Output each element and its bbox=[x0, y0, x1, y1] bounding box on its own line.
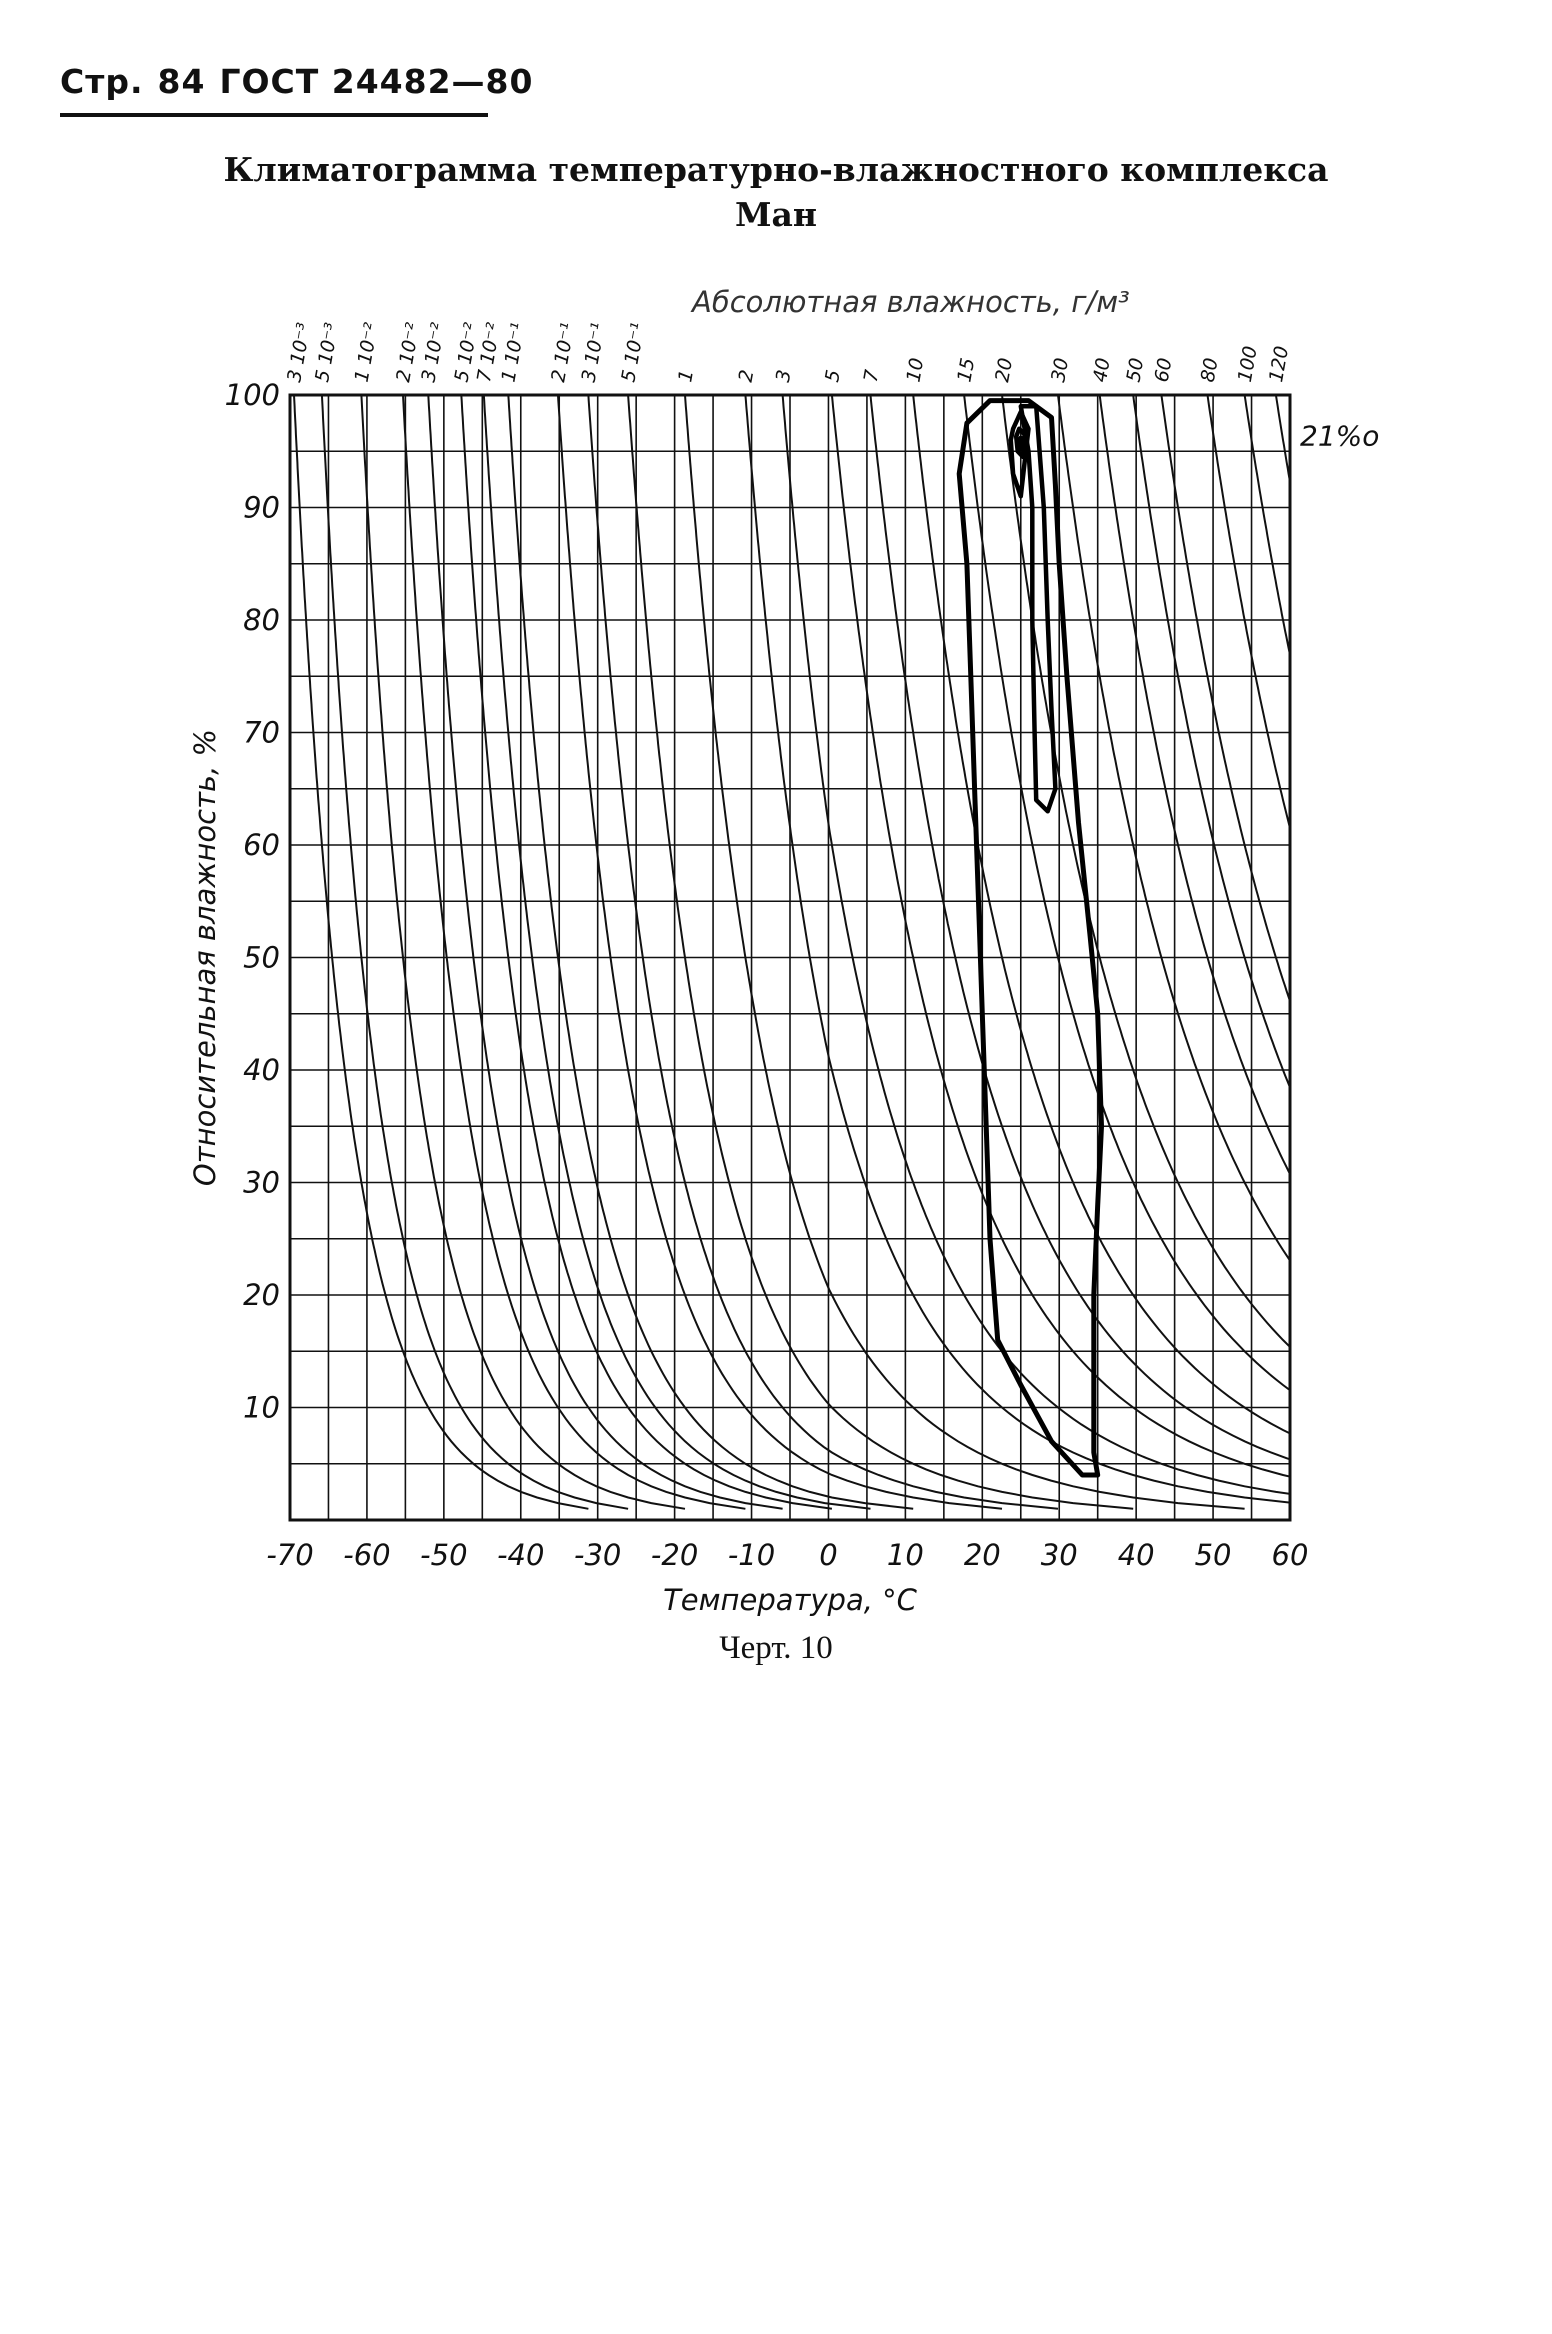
abs-humidity-label: 1 bbox=[674, 368, 698, 384]
abs-humidity-label: 2 10⁻¹ bbox=[547, 321, 579, 384]
x-tick-label: 0 bbox=[819, 1538, 837, 1572]
abs-humidity-curve bbox=[963, 395, 1290, 1392]
abs-humidity-labels: 3 10⁻³5 10⁻³ 1 10⁻² 2 10⁻²3 10⁻² 5 10⁻²7 10… bbox=[283, 321, 1293, 384]
abs-humidity-curve bbox=[360, 395, 686, 1510]
x-tick-label: -70 bbox=[266, 1538, 313, 1572]
abs-humidity-label: 3 10⁻³ bbox=[283, 321, 315, 384]
standard-number: ГОСТ 24482—80 bbox=[219, 62, 534, 101]
x-tick-label: -50 bbox=[420, 1538, 467, 1572]
abs-humidity-label: 5 10⁻³ bbox=[311, 321, 343, 384]
abs-humidity-curve bbox=[557, 395, 1003, 1510]
y-tick-label: 50 bbox=[243, 941, 280, 975]
abs-humidity-curve bbox=[869, 395, 1290, 1461]
abs-humidity-curve bbox=[830, 395, 1290, 1478]
abs-humidity-curve bbox=[507, 395, 914, 1510]
abs-humidity-label: 20 bbox=[991, 356, 1017, 384]
y-tick-label: 20 bbox=[243, 1278, 280, 1312]
abs-humidity-label: 40 bbox=[1089, 356, 1115, 384]
abs-humidity-curve bbox=[293, 395, 589, 1510]
abs-humidity-label: 2 bbox=[735, 368, 759, 384]
abs-humidity-curve bbox=[744, 395, 1290, 1504]
abs-humidity-curve bbox=[1057, 395, 1290, 1263]
climatogram-loop bbox=[1016, 435, 1026, 452]
climatogram-loop bbox=[1018, 404, 1058, 814]
abs-humidity-label: 15 bbox=[953, 356, 979, 384]
y-tick-label: 90 bbox=[243, 491, 280, 525]
x-tick-label: -40 bbox=[497, 1538, 544, 1572]
abs-humidity-label: 60 bbox=[1151, 356, 1177, 384]
abs-humidity-curve bbox=[781, 395, 1290, 1495]
x-tick-label: -20 bbox=[651, 1538, 698, 1572]
y-tick-label: 30 bbox=[243, 1166, 280, 1200]
x-tick-label: 30 bbox=[1041, 1538, 1078, 1572]
x-tick-label: -10 bbox=[728, 1538, 775, 1572]
y-tick-label: 10 bbox=[243, 1391, 280, 1425]
abs-humidity-label: 3 bbox=[772, 368, 796, 384]
abs-humidity-curve bbox=[460, 395, 833, 1510]
abs-humidity-label: 5 10⁻¹ bbox=[617, 321, 649, 384]
x-axis-title: Температура, °C bbox=[663, 1583, 918, 1617]
y-tick-label: 60 bbox=[243, 828, 280, 862]
abs-humidity-label: 30 bbox=[1047, 356, 1073, 384]
y-tick-label: 100 bbox=[225, 378, 280, 412]
abs-humidity-curve bbox=[1206, 395, 1290, 833]
abs-humidity-label: 10 bbox=[902, 356, 928, 384]
y-tick-label: 70 bbox=[243, 716, 280, 750]
abs-humidity-curve bbox=[1274, 395, 1290, 488]
abs-humidity-label: 80 bbox=[1197, 356, 1223, 384]
y-tick-label: 40 bbox=[243, 1053, 280, 1087]
climatogram-loop bbox=[1008, 409, 1031, 499]
annotation-label: 21%o bbox=[1300, 420, 1379, 453]
abs-humidity-curve bbox=[684, 395, 1245, 1510]
abs-humidity-curve bbox=[1243, 395, 1290, 660]
abs-humidity-label: 100 bbox=[1234, 344, 1262, 384]
page-title: Климатограмма температурно-влажностного … bbox=[223, 150, 1329, 189]
page-prefix: Стр. bbox=[60, 62, 144, 101]
grid bbox=[289, 395, 1291, 1520]
climatogram-loop bbox=[1013, 426, 1027, 460]
x-tick-label: 60 bbox=[1272, 1538, 1309, 1572]
abs-humidity-curve bbox=[1001, 395, 1290, 1349]
series-layer bbox=[956, 398, 1104, 1478]
figure-caption: Черт. 10 bbox=[719, 1630, 833, 1666]
abs-humidity-curve bbox=[912, 395, 1290, 1435]
y-tick-label: 80 bbox=[243, 603, 280, 637]
abs-humidity-label: 120 bbox=[1265, 344, 1293, 384]
page-subtitle: Ман bbox=[734, 195, 818, 234]
abs-humidity-curves bbox=[293, 395, 1290, 1510]
abs-humidity-curve bbox=[587, 395, 1059, 1510]
x-tick-label: 10 bbox=[887, 1538, 924, 1572]
x-tick-label: 40 bbox=[1118, 1538, 1155, 1572]
axes bbox=[288, 393, 1292, 1522]
abs-humidity-label: 5 bbox=[821, 368, 845, 384]
abs-humidity-curve bbox=[1132, 395, 1290, 1091]
header-rule bbox=[60, 113, 488, 117]
abs-humidity-curve bbox=[482, 395, 871, 1510]
top-axis-title: Абсолютная влажность, г/м³ bbox=[690, 285, 1130, 319]
abs-humidity-curve bbox=[320, 395, 629, 1510]
x-tick-label: -60 bbox=[343, 1538, 390, 1572]
abs-humidity-label: 3 10⁻¹ bbox=[578, 321, 610, 384]
y-axis-title: Относительная влажность, % bbox=[188, 729, 222, 1186]
x-tick-label: 20 bbox=[964, 1538, 1001, 1572]
abs-humidity-curve bbox=[427, 395, 783, 1510]
x-tick-label: -30 bbox=[574, 1538, 621, 1572]
page-header: Стр. 84 ГОСТ 24482—80 bbox=[60, 62, 547, 101]
abs-humidity-label: 50 bbox=[1122, 356, 1148, 384]
abs-humidity-curve bbox=[1160, 395, 1290, 1005]
page-number: 84 bbox=[157, 62, 206, 101]
abs-humidity-curve bbox=[627, 395, 1134, 1510]
abs-humidity-label: 1 10⁻² bbox=[351, 321, 383, 384]
plot-frame bbox=[288, 393, 1292, 1522]
abs-humidity-curve bbox=[1098, 395, 1290, 1177]
labels: 3 10⁻³5 10⁻³ 1 10⁻² 2 10⁻²3 10⁻² 5 10⁻²7 10… bbox=[188, 285, 1379, 1617]
climatogram-loop bbox=[956, 398, 1104, 1478]
x-tick-label: 50 bbox=[1195, 1538, 1232, 1572]
abs-humidity-label: 7 bbox=[860, 368, 884, 384]
abs-humidity-curve bbox=[402, 395, 746, 1510]
